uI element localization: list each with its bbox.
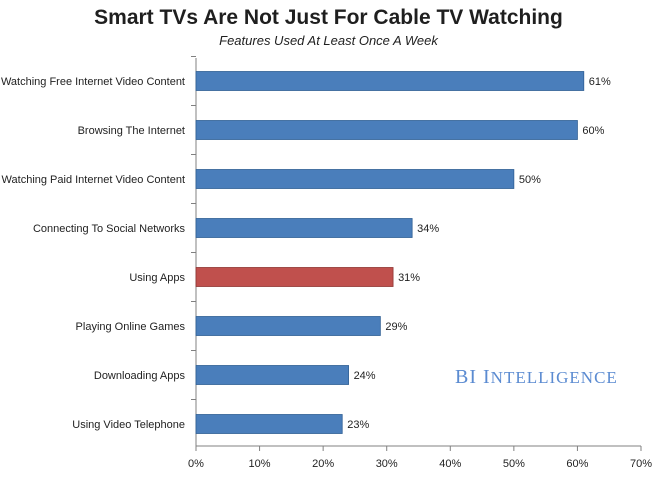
category-label: Browsing The Internet <box>78 125 185 137</box>
data-label: 24% <box>354 370 376 382</box>
bar <box>195 120 578 140</box>
category-label: Using Video Telephone <box>72 419 185 431</box>
x-tick-label: 0% <box>188 458 204 470</box>
data-label: 29% <box>385 321 407 333</box>
x-tick-label: 70% <box>630 458 652 470</box>
category-label: Using Apps <box>129 272 185 284</box>
category-label: Downloading Apps <box>94 370 186 382</box>
bar <box>195 169 515 189</box>
x-tick-label: 60% <box>566 458 588 470</box>
bar <box>195 316 381 336</box>
data-label: 60% <box>582 125 604 137</box>
x-tick-label: 50% <box>503 458 525 470</box>
category-label: Watching Free Internet Video Content <box>1 76 185 88</box>
bi-intelligence-logo: BI INTELLIGENCE <box>455 366 618 389</box>
category-label: Playing Online Games <box>76 321 186 333</box>
data-label: 61% <box>589 76 611 88</box>
logo-text-rest: NTELLIGENCE <box>490 368 618 387</box>
bar <box>195 365 349 385</box>
data-label: 34% <box>417 223 439 235</box>
category-label: Watching Paid Internet Video Content <box>2 174 185 186</box>
data-label: 50% <box>519 174 541 186</box>
bar <box>195 218 413 238</box>
category-label: Connecting To Social Networks <box>33 223 186 235</box>
data-label: 31% <box>398 272 420 284</box>
x-tick-label: 40% <box>439 458 461 470</box>
bar <box>195 267 394 287</box>
x-tick-label: 20% <box>312 458 334 470</box>
data-label: 23% <box>347 419 369 431</box>
chart-title: Smart TVs Are Not Just For Cable TV Watc… <box>94 6 563 29</box>
x-tick-label: 30% <box>376 458 398 470</box>
bar <box>195 414 343 434</box>
chart-subtitle: Features Used At Least Once A Week <box>219 33 438 48</box>
x-tick-label: 10% <box>249 458 271 470</box>
logo-text-lead: BI I <box>455 366 491 388</box>
bar <box>195 71 585 91</box>
